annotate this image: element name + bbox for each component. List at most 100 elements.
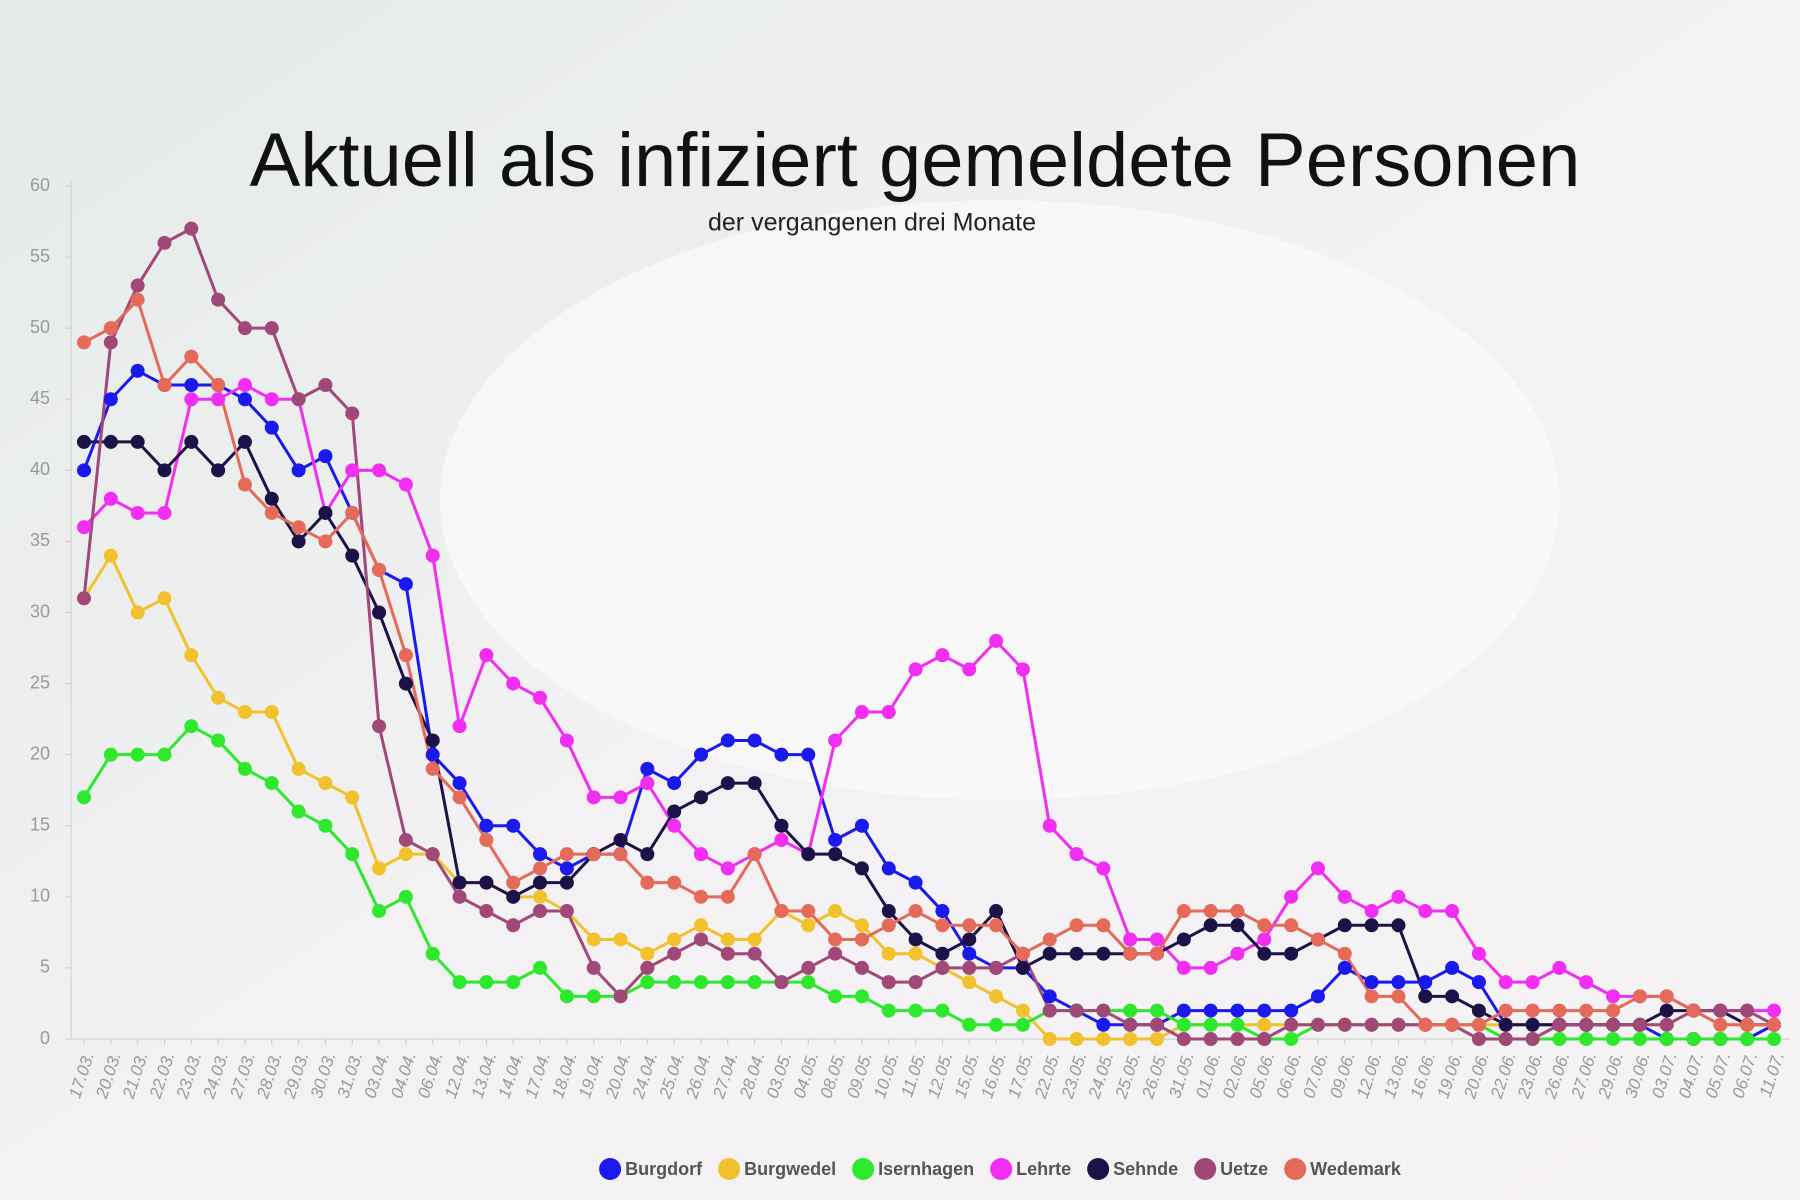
point (237, 378, 252, 393)
point (801, 918, 816, 933)
point (479, 832, 494, 847)
point (828, 932, 843, 947)
point (1471, 946, 1486, 961)
point (452, 889, 467, 904)
point (640, 946, 655, 961)
point (398, 477, 413, 492)
point (1391, 889, 1406, 904)
point (1632, 989, 1647, 1004)
chart-subtitle: der vergangenen drei Monate (708, 209, 1036, 237)
point (1364, 1017, 1379, 1032)
y-tick-label: 25 (30, 672, 50, 692)
point (1632, 1017, 1647, 1032)
y-tick-label: 30 (30, 601, 50, 621)
point (1203, 918, 1218, 933)
point (774, 747, 789, 762)
point (1203, 1003, 1218, 1018)
point (854, 960, 869, 975)
legend-marker (1194, 1158, 1217, 1180)
point (559, 904, 574, 919)
point (103, 392, 118, 407)
point (77, 335, 91, 350)
point (1391, 918, 1406, 933)
legend-marker (852, 1158, 875, 1180)
point (720, 946, 735, 961)
point (640, 847, 655, 862)
point (559, 861, 574, 876)
point (1042, 1032, 1057, 1046)
point (774, 975, 789, 990)
point (452, 875, 467, 890)
point (613, 790, 628, 805)
point (1579, 975, 1594, 990)
legend-marker (599, 1158, 622, 1180)
point (1310, 861, 1325, 876)
line (82, 724, 1774, 1041)
point (533, 904, 548, 919)
point (77, 790, 91, 805)
point (425, 946, 440, 961)
point (828, 989, 843, 1004)
point (828, 904, 843, 919)
point (264, 505, 279, 520)
point (881, 918, 896, 933)
point (1096, 946, 1111, 961)
point (264, 491, 279, 506)
point (345, 847, 360, 862)
point (720, 776, 735, 791)
point (1686, 1003, 1701, 1018)
point (1418, 975, 1433, 990)
point (989, 1017, 1004, 1032)
point (211, 292, 226, 307)
point (908, 932, 923, 947)
line (83, 296, 1774, 1027)
point (130, 434, 145, 449)
point (747, 946, 762, 961)
point (881, 946, 896, 961)
point (1257, 1017, 1272, 1032)
point (533, 847, 548, 862)
point (318, 505, 333, 520)
legend-marker (1284, 1158, 1307, 1180)
point (211, 378, 226, 393)
point (613, 989, 628, 1004)
point (1203, 1017, 1218, 1032)
point (479, 648, 494, 663)
point (237, 434, 252, 449)
point (1552, 1017, 1567, 1032)
point (211, 463, 226, 478)
point (1150, 1032, 1165, 1046)
point (1042, 818, 1057, 833)
point (1713, 1017, 1728, 1032)
point (184, 378, 199, 393)
point (130, 278, 145, 293)
point (1230, 1017, 1245, 1032)
point (1525, 975, 1540, 990)
point (157, 505, 172, 520)
point (1659, 989, 1674, 1004)
point (693, 847, 708, 862)
point (157, 463, 172, 478)
point (586, 960, 601, 975)
point (1257, 932, 1272, 947)
y-tick-label: 20 (30, 743, 50, 763)
point (1579, 1017, 1594, 1032)
point (720, 889, 735, 904)
point (586, 790, 601, 805)
point (935, 904, 950, 919)
point (747, 847, 762, 862)
point (452, 776, 467, 791)
point (1740, 1003, 1755, 1018)
point (237, 477, 252, 492)
point (1176, 904, 1191, 919)
legend-label: Uetze (1220, 1159, 1268, 1179)
point (1257, 1032, 1272, 1046)
point (1498, 1032, 1513, 1046)
legend-label: Burgwedel (744, 1159, 836, 1179)
point (1337, 960, 1352, 975)
point (801, 975, 816, 990)
point (452, 790, 467, 805)
point (1042, 946, 1057, 961)
point (211, 733, 226, 748)
